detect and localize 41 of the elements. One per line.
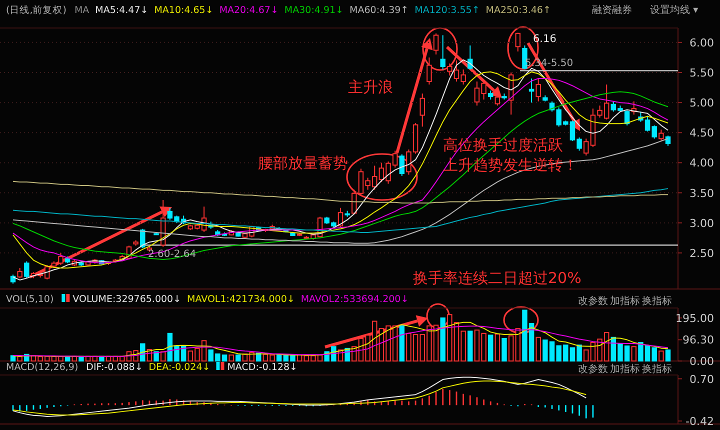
y-tick-label: 0.70 <box>690 372 714 386</box>
y-tick-label: 96.30 <box>682 334 714 347</box>
text: MAVOL2:533694.200↓ <box>300 294 409 305</box>
y-tick-label: 5.50 <box>690 66 714 80</box>
text: MA5:4.47↓ <box>95 5 148 16</box>
y-tick-label: 6.00 <box>690 36 714 50</box>
text: MAVOL1:421734.000↓ <box>187 294 295 305</box>
legend-label: VOLUME:329765.000↓ <box>72 294 182 305</box>
text: MA30:4.91↓ <box>284 5 344 16</box>
text: 加指标 <box>610 295 640 307</box>
y-tick-label: 2.50 <box>690 246 714 260</box>
y-tick-label: 5.00 <box>690 96 714 110</box>
text: 换指标 <box>642 295 672 307</box>
annotation: 腰部放量蓄势 <box>258 154 348 172</box>
chart-title: VOL(5,10) <box>6 294 54 305</box>
text: MA60:4.39↑ <box>350 5 409 16</box>
y-tick-label: 4.50 <box>690 126 714 140</box>
text: 换指标 <box>642 363 672 375</box>
annotation: 换手率连续二日超过20% <box>413 269 582 287</box>
chart-title: (日线,前复权) <box>6 4 66 16</box>
annotation: 主升浪 <box>348 78 393 96</box>
text: MA20:4.67↓ <box>219 5 278 16</box>
y-tick-label: -0.42 <box>686 414 714 428</box>
y-tick-label: 3.50 <box>690 186 714 200</box>
text: 融资融券 <box>592 4 632 16</box>
y-tick-label: 0.00 <box>690 355 714 368</box>
chart-title: MACD(12,26,9) <box>6 362 78 373</box>
text: DIF:-0.088↓ <box>86 362 143 373</box>
text: DEA:-0.024↓ <box>148 362 210 373</box>
y-tick-label: 4.00 <box>690 156 714 170</box>
legend-label: MACD:-0.128↓ <box>227 362 298 373</box>
y-tick-label: 3.00 <box>690 216 714 230</box>
legend-title: MA <box>74 5 90 16</box>
text: 加指标 <box>610 363 640 375</box>
text: MA250:3.46↑ <box>486 5 551 16</box>
text: 改参数 <box>578 363 608 375</box>
y-tick-label: 195.00 <box>676 312 714 325</box>
text: MA10:4.65↓ <box>154 5 214 16</box>
text: 改参数 <box>578 295 608 307</box>
text: 设置均线 ▾ <box>650 4 698 16</box>
text: MA120:3.55↑ <box>414 5 480 16</box>
